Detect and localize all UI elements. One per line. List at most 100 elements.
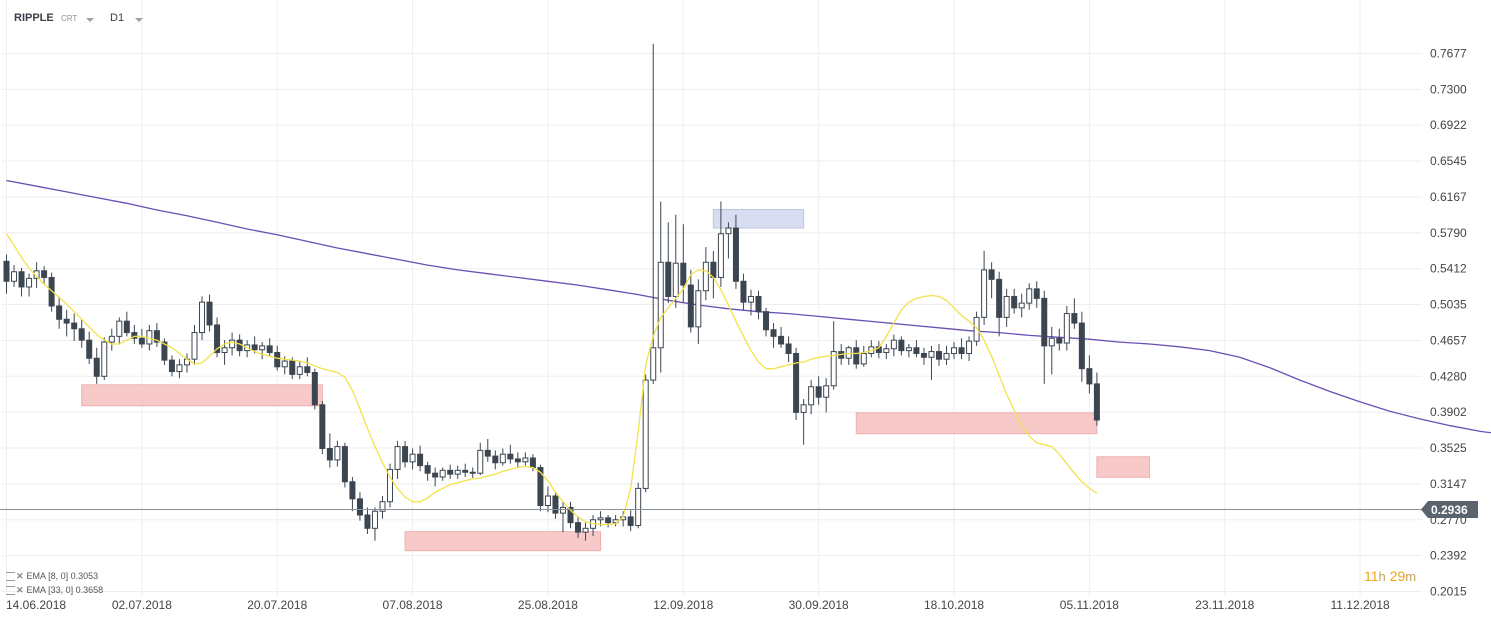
candle-body-down: [356, 498, 363, 516]
candle-body-up: [394, 446, 401, 470]
candle-body-up: [1063, 313, 1070, 344]
candle-body-down: [1071, 313, 1078, 324]
candle-body-down: [319, 404, 326, 449]
candle: [387, 463, 394, 508]
candle: [176, 359, 183, 379]
candle: [770, 323, 777, 348]
candle-body-down: [3, 260, 10, 282]
candle-body-up: [1048, 337, 1055, 347]
legend-ema33-params: [33, 0]: [48, 585, 74, 595]
candle-body-down: [755, 295, 762, 313]
candle-body-down: [86, 339, 93, 359]
candle-body-down: [1041, 297, 1048, 347]
candle: [800, 399, 807, 445]
indicator-settings-icon[interactable]: [6, 572, 15, 582]
candle-body-down: [1093, 383, 1100, 421]
candle-body-up: [108, 335, 115, 343]
candle: [883, 343, 890, 360]
candle-body-up: [951, 347, 958, 354]
candle: [123, 311, 130, 337]
instrument-type[interactable]: CRT: [61, 14, 78, 23]
candle: [1056, 328, 1063, 351]
symbol-name[interactable]: RIPPLE: [14, 12, 54, 24]
candle: [913, 340, 920, 358]
candle-body-down: [161, 341, 168, 361]
candle-body-down: [153, 330, 160, 343]
candle-body-up: [808, 386, 815, 406]
y-tick-label: 0.5412: [1430, 262, 1467, 276]
candle: [447, 464, 454, 479]
support-zone: [855, 412, 1098, 435]
candle-body-down: [514, 458, 521, 463]
candle-body-up: [830, 351, 837, 387]
y-tick-label: 0.3525: [1430, 441, 1467, 455]
candle: [439, 467, 446, 481]
candle: [356, 492, 363, 521]
candle: [868, 340, 875, 358]
candle: [18, 267, 25, 297]
candle: [311, 368, 318, 410]
type-chevron-down-icon[interactable]: [86, 18, 94, 22]
candle: [454, 465, 461, 479]
candle: [657, 201, 664, 373]
y-tick-label: 0.6545: [1430, 154, 1467, 168]
indicator-settings-icon[interactable]: [6, 586, 15, 596]
candle-body-down: [484, 449, 491, 457]
candle: [153, 323, 160, 347]
candle-body-down: [424, 465, 431, 474]
y-tick-label: 0.6922: [1430, 118, 1467, 132]
candle: [1063, 305, 1070, 351]
candle-body-down: [567, 506, 574, 524]
candle-body-down: [447, 469, 454, 475]
close-icon[interactable]: ✕: [16, 585, 24, 595]
candle-body-up: [1026, 288, 1033, 304]
candle-body-up: [695, 290, 702, 328]
candle-body-down: [770, 329, 777, 337]
candle-body-up: [650, 347, 657, 381]
candle-body-down: [123, 320, 130, 334]
candle: [958, 338, 965, 360]
candle-body-down: [311, 371, 318, 406]
x-tick-label: 14.06.2018: [6, 598, 66, 612]
candle: [86, 331, 93, 364]
candle: [1026, 283, 1033, 310]
candle: [206, 294, 213, 332]
candle: [71, 313, 78, 342]
candle-body-up: [800, 404, 807, 413]
x-tick-label: 30.09.2018: [789, 598, 849, 612]
candle-body-down: [364, 514, 371, 529]
candle: [477, 442, 484, 476]
candle: [860, 345, 867, 367]
candle: [544, 486, 551, 513]
timeframe-selector[interactable]: D1: [110, 12, 125, 24]
candle: [635, 482, 642, 529]
candle-body-up: [26, 277, 33, 288]
y-tick-label: 0.2015: [1430, 585, 1467, 599]
candle-body-up: [439, 469, 446, 478]
candle-body-down: [913, 347, 920, 354]
candle: [191, 324, 198, 365]
countdown-minutes: 29: [1389, 568, 1406, 584]
y-tick-label: 0.2392: [1430, 549, 1467, 563]
candle: [785, 336, 792, 363]
candle: [559, 501, 566, 533]
y-tick-label: 0.4657: [1430, 333, 1467, 347]
candle-body-up: [973, 316, 980, 342]
timeframe-chevron-down-icon[interactable]: [135, 18, 143, 22]
candle: [680, 224, 687, 304]
close-icon[interactable]: ✕: [16, 571, 24, 581]
candle-body-up: [191, 332, 198, 360]
candle: [778, 326, 785, 348]
candle: [898, 336, 905, 356]
candle: [402, 440, 409, 468]
candle-body-down: [958, 347, 965, 354]
legend-ema33: ✕ EMA [33, 0] 0.3658: [6, 585, 103, 596]
candle: [702, 247, 709, 301]
candle: [687, 269, 694, 333]
candle-body-up: [296, 366, 303, 375]
candle: [725, 222, 732, 259]
legend-ema8-label: EMA: [26, 571, 46, 581]
candle-body-down: [417, 453, 424, 467]
candle: [78, 319, 85, 348]
